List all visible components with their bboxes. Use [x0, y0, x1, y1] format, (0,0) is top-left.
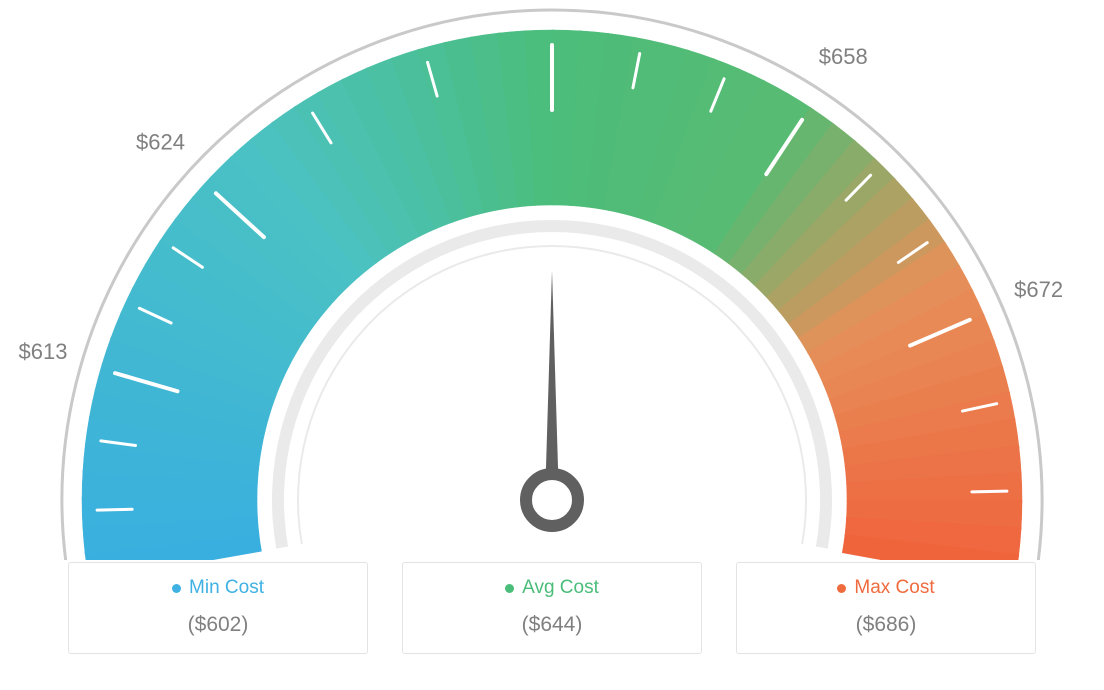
legend-avg-dot-icon: [505, 584, 514, 593]
legend-min-dot-icon: [172, 584, 181, 593]
gauge-chart: $602$613$624$644$658$672$686: [0, 0, 1104, 560]
legend-row: Min Cost ($602) Avg Cost ($644) Max Cost…: [0, 562, 1104, 654]
legend-max-label: Max Cost: [854, 577, 934, 599]
legend-avg-box: Avg Cost ($644): [402, 562, 702, 654]
gauge-tick-label: $613: [19, 339, 68, 364]
legend-max-box: Max Cost ($686): [736, 562, 1036, 654]
gauge-needle: [545, 270, 559, 500]
legend-min-value: ($602): [79, 613, 357, 637]
gauge-tick-label: $658: [819, 44, 868, 69]
legend-max-value: ($686): [747, 613, 1025, 637]
cost-gauge-container: $602$613$624$644$658$672$686 Min Cost ($…: [0, 0, 1104, 690]
legend-avg-title: Avg Cost: [505, 577, 599, 599]
gauge-needle-hub: [526, 474, 578, 526]
legend-min-box: Min Cost ($602): [68, 562, 368, 654]
legend-avg-value: ($644): [413, 613, 691, 637]
legend-max-dot-icon: [837, 584, 846, 593]
gauge-tick-label: $624: [136, 130, 185, 155]
legend-min-title: Min Cost: [172, 577, 264, 599]
legend-min-label: Min Cost: [189, 577, 264, 599]
legend-max-title: Max Cost: [837, 577, 934, 599]
legend-avg-label: Avg Cost: [522, 577, 599, 599]
gauge-tick-label: $672: [1014, 277, 1063, 302]
